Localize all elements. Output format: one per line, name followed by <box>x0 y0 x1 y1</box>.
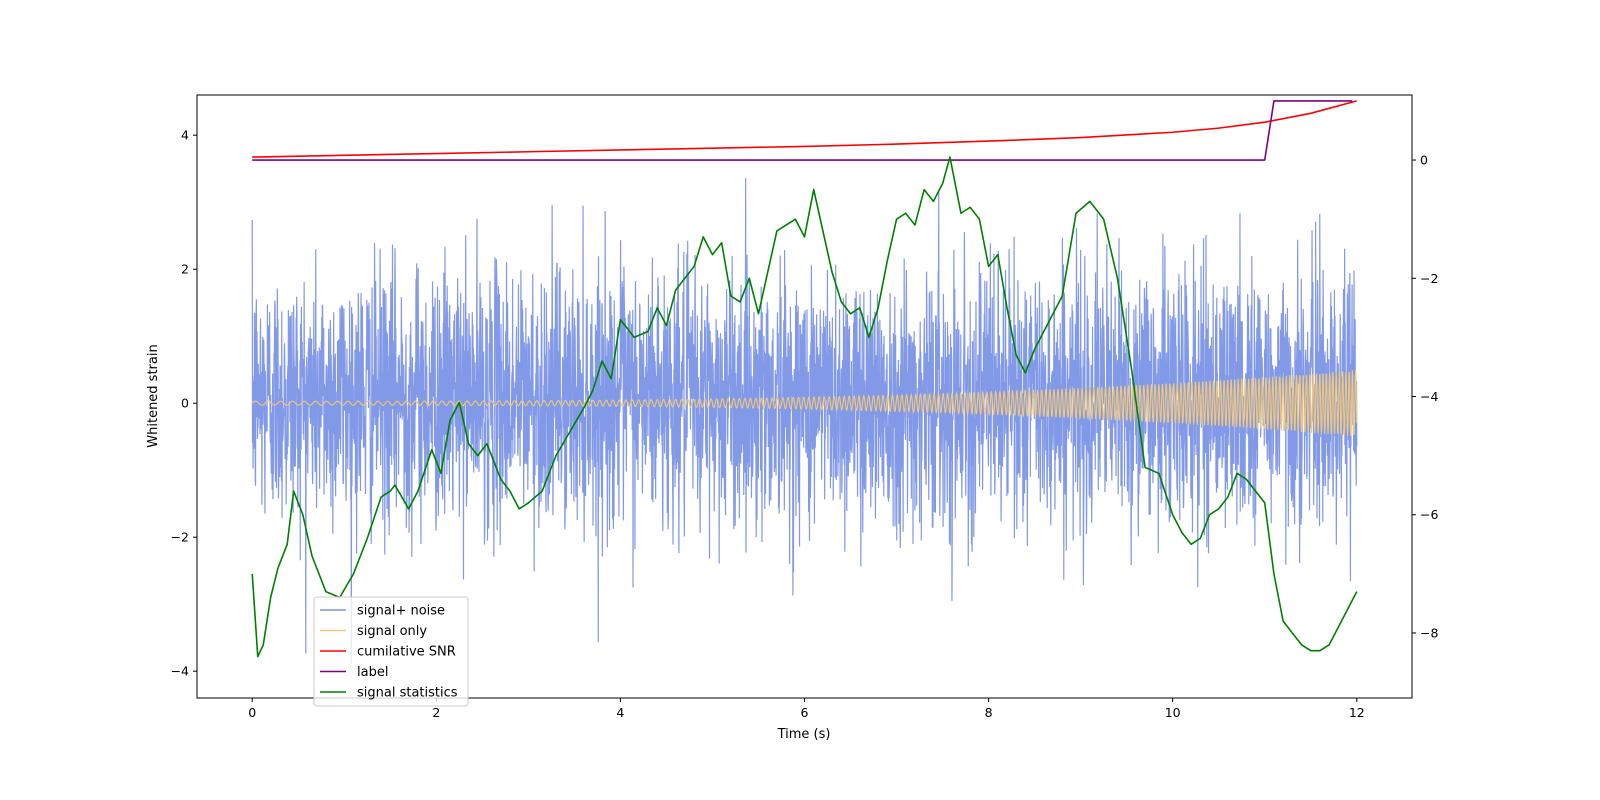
y-left-tick-label: −4 <box>171 664 189 679</box>
x-tick-label: 2 <box>432 705 440 720</box>
x-tick-label: 12 <box>1349 705 1365 720</box>
y-right-tick-label: −6 <box>1420 507 1438 522</box>
data-layer <box>251 100 1358 664</box>
legend-label: cumilative SNR <box>357 645 456 660</box>
legend-label: label <box>357 665 388 680</box>
y-right-tick-label: −4 <box>1420 389 1438 404</box>
y-left-tick-label: 4 <box>181 128 189 143</box>
x-tick-label: 0 <box>248 705 256 720</box>
x-tick-label: 10 <box>1165 705 1181 720</box>
series-label <box>252 100 1353 161</box>
series-signal-only <box>251 369 1358 436</box>
x-tick-label: 4 <box>616 705 624 720</box>
legend-label: signal only <box>357 624 427 639</box>
y-right-tick-label: −2 <box>1420 271 1438 286</box>
legend-label: signal+ noise <box>357 604 445 619</box>
x-tick-label: 8 <box>985 705 993 720</box>
y-left-tick-label: 0 <box>181 396 189 411</box>
legend-label: signal statistics <box>357 686 458 701</box>
x-tick-label: 6 <box>801 705 809 720</box>
y-axis-right: −8 −6 −4 −2 0 <box>1412 153 1438 640</box>
y-left-tick-label: 2 <box>181 262 189 277</box>
legend-box <box>313 596 469 707</box>
y-axis-left: −4 −2 0 2 4 <box>171 128 197 679</box>
y-right-tick-label: −8 <box>1420 625 1438 640</box>
y-left-tick-label: −2 <box>171 530 189 545</box>
series-cumilative-snr <box>252 100 1357 158</box>
y-axis-label-left: Whitened strain <box>146 344 161 447</box>
series-signal-statistics <box>251 156 1358 658</box>
y-right-tick-label: 0 <box>1420 153 1428 168</box>
x-axis-label: Time (s) <box>777 727 831 742</box>
legend: signal+ noise signal only cumilative SNR la… <box>313 596 469 707</box>
